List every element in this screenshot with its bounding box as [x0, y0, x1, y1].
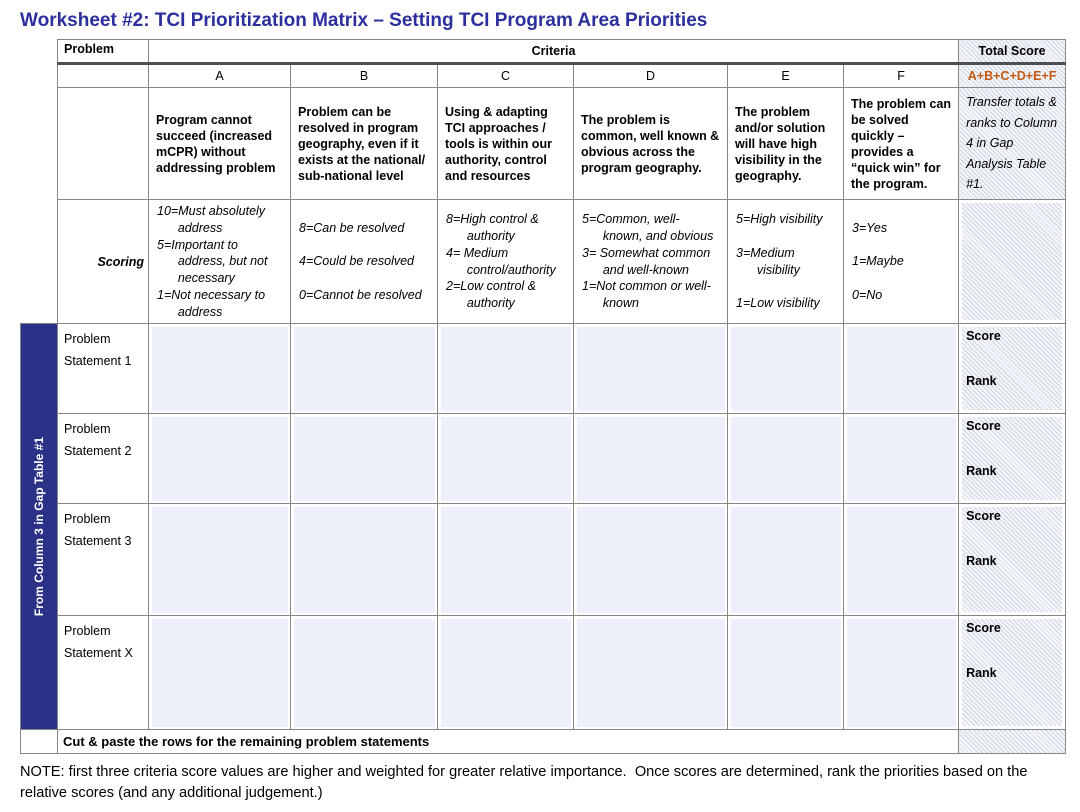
score-cell-r2-f[interactable]	[842, 413, 960, 505]
total-cell-r1[interactable]: Score Rank	[958, 323, 1067, 415]
problem-header: Problem	[57, 39, 149, 65]
scoring-f-values: 3=Yes 1=Maybe 0=No	[842, 198, 960, 325]
total-cell-rx[interactable]: Score Rank	[958, 615, 1067, 731]
score-cell-r3-a[interactable]	[148, 503, 291, 617]
page-title: Worksheet #2: TCI Prioritization Matrix …	[20, 10, 708, 31]
score-cell-r1-c[interactable]	[437, 323, 574, 415]
score-cell-r3-b[interactable]	[290, 503, 438, 617]
prioritization-matrix-table: Problem Criteria Total Score A B C D E F…	[20, 39, 1067, 755]
header-row: Problem Criteria Total Score	[21, 39, 1067, 65]
sidebar-band: From Column 3 in Gap Table #1	[20, 323, 58, 731]
score-cell-rx-d[interactable]	[573, 615, 728, 731]
score-cell-r2-a[interactable]	[148, 413, 291, 505]
scoring-row: Scoring 10=Must absolutely address 5=Imp…	[21, 198, 1067, 325]
criteria-c-description: Using & adapting TCI approaches / tools …	[437, 87, 574, 200]
score-cell-rx-a[interactable]	[148, 615, 291, 731]
score-cell-r2-b[interactable]	[290, 413, 438, 505]
scoring-label: Scoring	[57, 198, 149, 325]
score-cell-rx-b[interactable]	[290, 615, 438, 731]
criteria-letter-a: A	[148, 63, 291, 88]
sidebar-label: From Column 3 in Gap Table #1	[32, 436, 46, 616]
problem-row-2: Problem Statement 2 Score Rank	[21, 413, 1067, 505]
scoring-d-values: 5=Common, well- known, and obvious 3= So…	[573, 198, 728, 325]
spacer-cell	[21, 200, 58, 324]
problem-statement-x-label: Problem Statement X	[57, 615, 149, 731]
score-cell-rx-f[interactable]	[842, 615, 960, 731]
total-score-formula: A+B+C+D+E+F	[958, 63, 1067, 88]
scoring-c-values: 8=High control & authority 4= Medium con…	[437, 198, 574, 325]
problem-row-x: Problem Statement X Score Rank	[21, 615, 1067, 731]
score-cell-r1-e[interactable]	[727, 323, 844, 415]
score-cell-rx-e[interactable]	[727, 615, 844, 731]
spacer-cell	[21, 40, 58, 64]
score-cell-r1-d[interactable]	[573, 323, 728, 415]
criteria-letter-c: C	[437, 63, 574, 88]
empty-cell	[20, 729, 58, 755]
score-label: Score	[966, 419, 1001, 434]
score-cell-r1-f[interactable]	[842, 323, 960, 415]
problem-statement-3-label: Problem Statement 3	[57, 503, 149, 617]
score-cell-r1-b[interactable]	[290, 323, 438, 415]
scoring-total-cell	[958, 198, 1067, 325]
total-cell-r3[interactable]: Score Rank	[958, 503, 1067, 617]
criteria-letter-b: B	[290, 63, 438, 88]
bottom-note: NOTE: first three criteria score values …	[20, 764, 1032, 802]
total-score-header: Total Score	[958, 39, 1067, 65]
spacer-cell	[21, 64, 58, 88]
total-cell-r2[interactable]: Score Rank	[958, 413, 1067, 505]
empty-cell	[57, 63, 149, 88]
criteria-b-description: Problem can be resolved in program geogr…	[290, 87, 438, 200]
footer-instruction-row: Cut & paste the rows for the remaining p…	[20, 729, 1067, 755]
problem-row-3: Problem Statement 3 Score Rank	[21, 503, 1067, 617]
score-label: Score	[966, 329, 1001, 344]
criteria-letter-e: E	[727, 63, 844, 88]
criteria-f-description: The problem can be solved quickly – prov…	[842, 87, 960, 200]
criteria-header: Criteria	[147, 39, 960, 65]
criteria-e-description: The problem and/or solution will have hi…	[727, 87, 844, 200]
score-label: Score	[966, 621, 1001, 636]
scoring-a-values: 10=Must absolutely address 5=Important t…	[148, 198, 291, 325]
rank-label: Rank	[966, 666, 997, 681]
footer-instruction: Cut & paste the rows for the remaining p…	[56, 729, 960, 755]
criteria-letter-d: D	[573, 63, 728, 88]
rank-label: Rank	[966, 464, 997, 479]
empty-cell	[57, 87, 149, 200]
score-cell-rx-c[interactable]	[437, 615, 574, 731]
problem-row-1: From Column 3 in Gap Table #1 Problem St…	[20, 323, 1067, 731]
problem-statement-2-label: Problem Statement 2	[57, 413, 149, 505]
score-cell-r3-d[interactable]	[573, 503, 728, 617]
score-cell-r2-e[interactable]	[727, 413, 844, 505]
problem-statement-1-label: Problem Statement 1	[57, 323, 149, 415]
score-cell-r3-f[interactable]	[842, 503, 960, 617]
score-cell-r1-a[interactable]	[148, 323, 291, 415]
spacer-cell	[21, 88, 58, 200]
score-cell-r2-d[interactable]	[573, 413, 728, 505]
score-cell-r3-e[interactable]	[727, 503, 844, 617]
rank-label: Rank	[966, 374, 997, 389]
score-label: Score	[966, 509, 1001, 524]
criteria-a-description: Program cannot succeed (increased mCPR) …	[148, 87, 291, 200]
criteria-d-description: The problem is common, well known & obvi…	[573, 87, 728, 200]
score-cell-r3-c[interactable]	[437, 503, 574, 617]
scoring-e-values: 5=High visibility 3=Medium visibility 1=…	[727, 198, 844, 325]
scoring-b-values: 8=Can be resolved 4=Could be resolved 0=…	[290, 198, 438, 325]
total-transfer-note: Transfer totals & ranks to Column 4 in G…	[958, 87, 1067, 200]
total-cell-footer	[958, 729, 1067, 755]
criteria-letter-f: F	[842, 63, 960, 88]
score-cell-r2-c[interactable]	[437, 413, 574, 505]
criteria-description-row: Program cannot succeed (increased mCPR) …	[21, 87, 1067, 200]
rank-label: Rank	[966, 554, 997, 569]
criteria-letters-row: A B C D E F A+B+C+D+E+F	[21, 63, 1067, 88]
